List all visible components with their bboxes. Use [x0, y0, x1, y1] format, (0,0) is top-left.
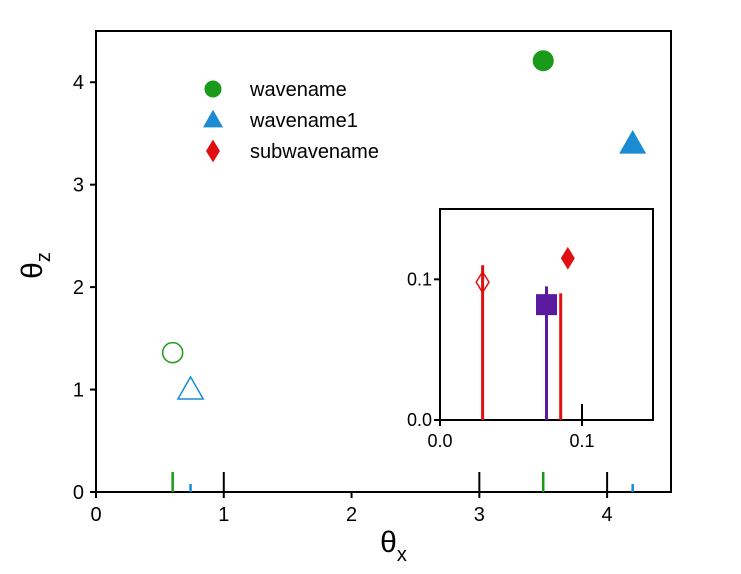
y-tick-label: 0	[73, 482, 84, 504]
subwavename-legend-marker	[206, 139, 220, 163]
x-tick-label: 2	[346, 504, 357, 526]
wavename-point	[161, 341, 184, 364]
legend-label-wavename: wavename	[249, 79, 347, 101]
x-tick-label: 4	[602, 504, 613, 526]
wavename1-legend-marker	[202, 109, 224, 128]
inset-y-tick-label: 0.1	[407, 269, 432, 289]
main-plot-frame	[95, 30, 672, 493]
x-tick-label: 0	[90, 504, 101, 526]
x-tick-label: 1	[218, 504, 229, 526]
x-tick-label: 3	[474, 504, 485, 526]
wavename1-point	[619, 130, 647, 154]
wavename-legend-marker	[204, 80, 222, 98]
wavename1-point	[176, 375, 205, 400]
legend-label-wavename1: wavename1	[249, 110, 358, 132]
subwavename-inset-point	[560, 246, 575, 270]
subwavename-inset-point	[475, 270, 490, 294]
inset-x-tick-label: 0.0	[427, 431, 452, 451]
x-axis-label: θx	[380, 526, 407, 566]
legend-label-subwavename: subwavename	[250, 141, 379, 163]
wavename-point	[532, 50, 554, 72]
y-axis-label: θz	[16, 252, 55, 279]
y-tick-label: 2	[73, 277, 84, 299]
y-tick-label: 4	[73, 72, 84, 94]
square-series-inset-point	[536, 294, 557, 316]
inset-x-tick-label: 0.1	[569, 431, 594, 451]
inset-y-tick-label: 0.0	[407, 410, 432, 430]
y-tick-label: 3	[73, 175, 84, 197]
y-tick-label: 1	[73, 380, 84, 402]
